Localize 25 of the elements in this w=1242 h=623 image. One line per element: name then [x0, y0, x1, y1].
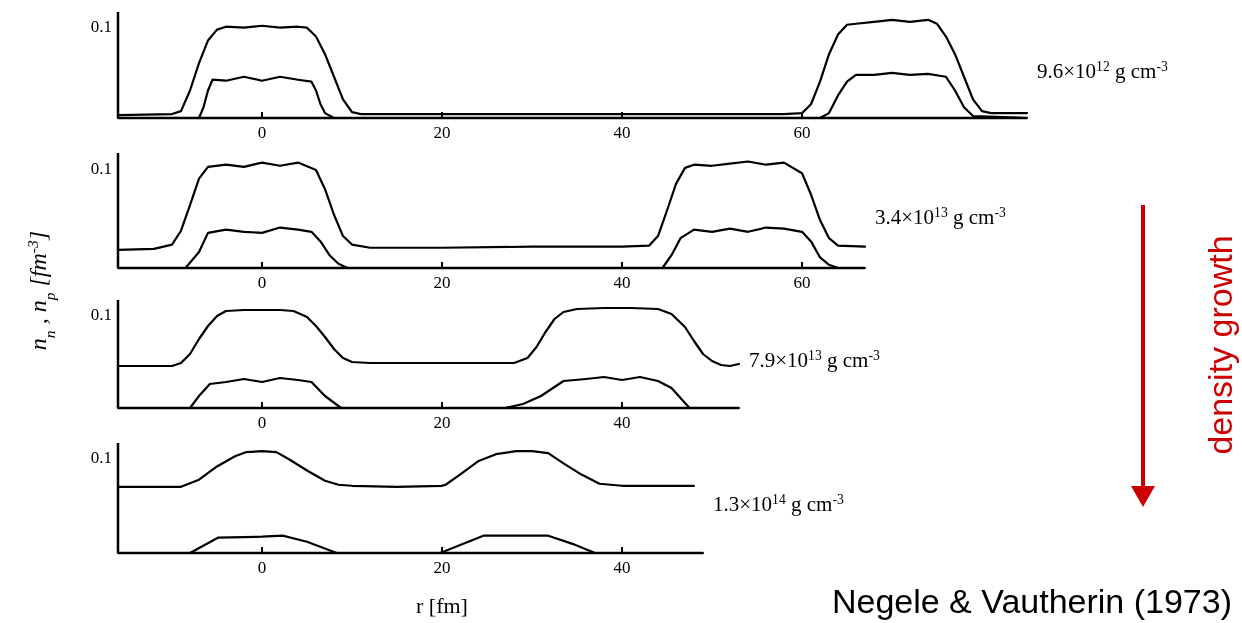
text: 1.3×10$^{14}$ g cm$^{-3}$	[713, 491, 844, 517]
x-tick-label: 40	[613, 413, 631, 432]
x-tick-label: 60	[793, 273, 811, 292]
text: 9.6×10$^{12}$ g cm$^{-3}$	[1037, 58, 1168, 83]
x-tick-label: 40	[613, 123, 631, 142]
text: 7.9×10$^{13}$ g cm$^{-3}$	[749, 347, 880, 372]
x-tick-label: 0	[257, 123, 267, 142]
text: 0.1	[90, 16, 112, 36]
x-tick-label: 60	[793, 123, 811, 142]
text: 3.4×10$^{13}$ g cm$^{-3}$	[875, 204, 1006, 230]
x-tick-label: 20	[433, 558, 451, 577]
text: 0.1	[90, 448, 112, 468]
text: 0.1	[90, 158, 112, 178]
x-tick-label: 0	[257, 558, 267, 577]
text: density growth	[1201, 235, 1239, 455]
text: 0.1	[90, 305, 112, 325]
x-tick-label: 20	[433, 273, 451, 292]
x-axis-title: r [fm]	[416, 593, 468, 618]
x-tick-label: 40	[613, 558, 631, 577]
x-tick-label: 0	[257, 273, 267, 292]
x-tick-label: 0	[257, 413, 267, 432]
text: Negele & Vautherin (1973)	[831, 582, 1232, 620]
x-tick-label: 40	[613, 273, 631, 292]
x-tick-label: 20	[433, 413, 451, 432]
x-tick-label: 20	[433, 123, 451, 142]
